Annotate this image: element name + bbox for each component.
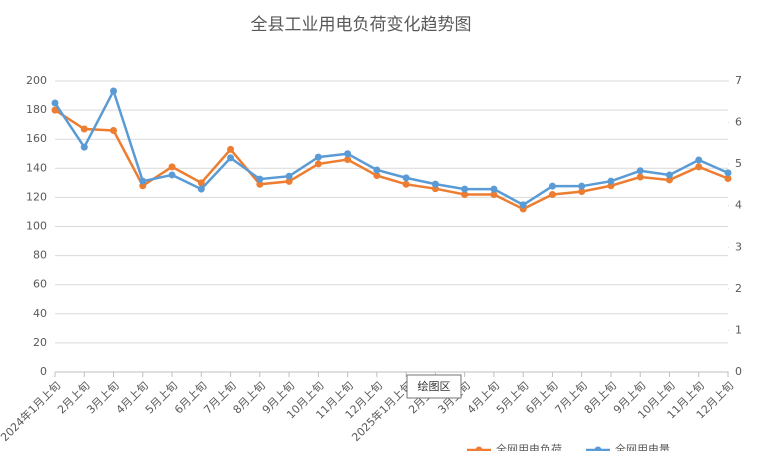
y-tick-label: 120 <box>26 190 47 203</box>
tooltip-text: 绘图区 <box>418 379 451 393</box>
data-point <box>314 160 322 168</box>
legend-label: 全网用电量 <box>615 442 670 451</box>
data-point <box>724 169 732 177</box>
data-point <box>314 153 322 161</box>
series-line <box>54 109 729 211</box>
data-point <box>256 180 264 188</box>
data-point <box>285 172 293 180</box>
y-tick-label: 20 <box>33 336 47 349</box>
data-point <box>168 163 176 171</box>
data-point <box>227 145 235 153</box>
data-point <box>695 156 703 164</box>
series-line <box>53 87 729 207</box>
data-point <box>197 179 205 187</box>
y2-tick-label: 3 <box>735 240 742 253</box>
y-tick-label: 200 <box>26 74 47 87</box>
y-tick-label: 60 <box>33 278 47 291</box>
y-tick-label: 160 <box>26 132 47 145</box>
legend-marker <box>594 446 602 451</box>
data-point <box>461 185 469 193</box>
data-point <box>51 106 59 114</box>
data-point <box>607 177 615 185</box>
y2-tick-label: 7 <box>735 74 742 87</box>
data-point <box>197 185 205 193</box>
data-point <box>636 173 644 181</box>
data-point <box>110 126 118 134</box>
data-point <box>724 174 732 182</box>
data-point <box>110 87 118 95</box>
data-point <box>578 188 586 196</box>
data-point <box>139 177 147 185</box>
y2-tick-label: 0 <box>735 365 742 378</box>
data-point <box>636 167 644 175</box>
data-point <box>285 177 293 185</box>
data-point <box>490 190 498 198</box>
data-point <box>461 190 469 198</box>
data-point <box>344 150 352 158</box>
data-point <box>373 172 381 180</box>
y2-tick-label: 6 <box>735 116 742 129</box>
data-point <box>665 171 673 179</box>
data-point <box>548 190 556 198</box>
x-tick-label: 2024年1月上旬 <box>0 378 63 444</box>
y-tick-label: 140 <box>26 161 47 174</box>
data-point <box>578 182 586 190</box>
y2-tick-label: 4 <box>735 199 742 212</box>
data-point <box>695 163 703 171</box>
y-tick-label: 0 <box>40 365 47 378</box>
legend-label: 全网用电负荷 <box>496 442 562 451</box>
data-point <box>490 185 498 193</box>
data-point <box>51 99 59 107</box>
tooltip-box <box>406 374 462 399</box>
data-point <box>168 171 176 179</box>
y2-tick-label: 5 <box>735 157 742 170</box>
data-point <box>431 180 439 188</box>
chart-title: 全县工业用电负荷变化趋势图 <box>251 15 472 35</box>
legend-marker <box>475 446 483 451</box>
data-point <box>402 180 410 188</box>
data-point <box>80 143 88 151</box>
data-point <box>256 175 264 183</box>
y-tick-label: 40 <box>33 307 47 320</box>
data-point <box>548 182 556 190</box>
data-point <box>665 176 673 184</box>
y2-tick-label: 1 <box>735 323 742 336</box>
data-point <box>344 156 352 164</box>
y2-tick-label: 2 <box>735 282 742 295</box>
y-tick-label: 100 <box>26 220 47 233</box>
data-point <box>373 166 381 174</box>
data-point <box>519 201 527 209</box>
data-point <box>227 154 235 162</box>
data-point <box>80 125 88 133</box>
data-point <box>402 174 410 182</box>
y-tick-label: 180 <box>26 103 47 116</box>
y-tick-label: 80 <box>33 249 47 262</box>
